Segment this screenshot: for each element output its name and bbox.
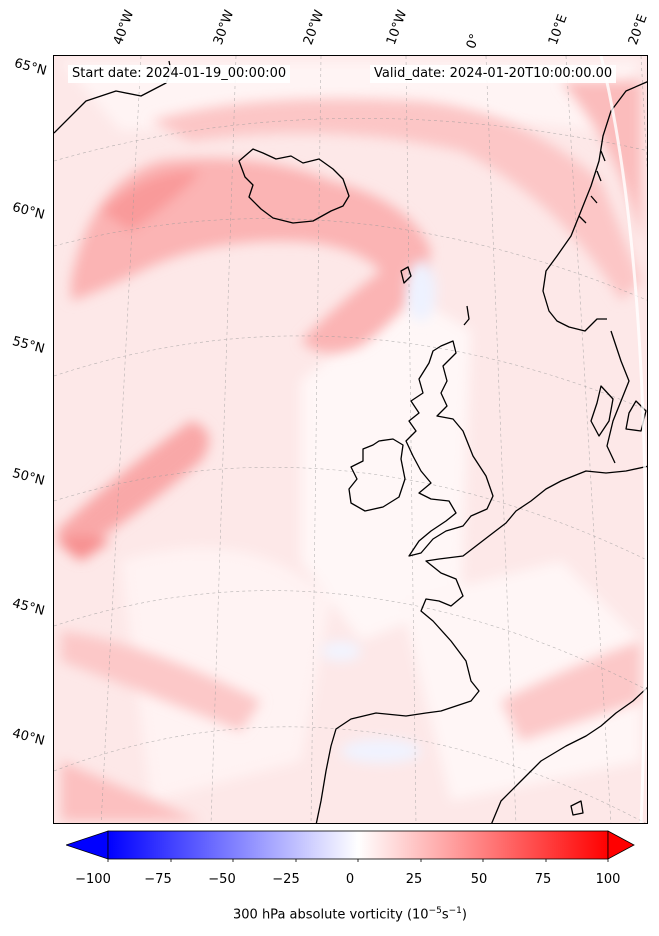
colorbar xyxy=(66,830,635,862)
colorbar-tick-label: 75 xyxy=(534,872,552,887)
colorbar-ticks xyxy=(107,859,609,862)
denmark-coast xyxy=(590,385,614,437)
great-britain-coast xyxy=(405,340,494,557)
shetland-coast xyxy=(463,305,470,326)
norway-coast xyxy=(542,81,647,332)
lon-label-30w: 30°W xyxy=(210,8,238,47)
colorbar-tick-label: 100 xyxy=(595,872,621,887)
colorbar-title-unit: s xyxy=(441,907,449,923)
colorbar-tick-label: 25 xyxy=(405,872,423,887)
colorbar-title-main: 300 hPa absolute vorticity (10 xyxy=(233,907,429,923)
vorticity-map xyxy=(54,56,647,823)
projection-edge xyxy=(599,56,647,823)
sweden-coast xyxy=(606,330,630,464)
zealand-coast xyxy=(625,400,647,432)
coastlines xyxy=(54,60,647,823)
lon-label-20w: 20°W xyxy=(300,8,328,47)
balearic-coast xyxy=(570,800,584,816)
colorbar-tick-label: 0 xyxy=(345,872,355,887)
greenland-coast xyxy=(54,60,172,134)
lon-label-40w: 40°W xyxy=(110,8,138,47)
lat-label-40n: 40°N xyxy=(10,726,47,749)
europe-coast xyxy=(315,465,647,823)
lon-label-0: 0° xyxy=(463,31,484,51)
lat-label-45n: 45°N xyxy=(10,596,47,619)
colorbar-tick-label: −25 xyxy=(272,872,300,887)
colorbar-tick-label: −100 xyxy=(75,872,111,887)
vorticity-negative-areas xyxy=(321,261,436,763)
lon-label-20e: 20°E xyxy=(625,12,651,48)
lat-label-60n: 60°N xyxy=(10,200,47,223)
colorbar-tick-label: 50 xyxy=(470,872,488,887)
colorbar-min-extend xyxy=(66,830,109,860)
lat-label-50n: 50°N xyxy=(10,466,47,489)
colorbar-gradient xyxy=(107,830,609,860)
graticule xyxy=(54,56,647,823)
lon-label-10e: 10°E xyxy=(545,12,571,48)
colorbar-title-exponent-2: −1 xyxy=(448,906,462,916)
colorbar-title-end: ) xyxy=(461,907,467,923)
lat-label-65n: 65°N xyxy=(12,56,49,79)
iceland-coast xyxy=(238,148,350,224)
colorbar-title: 300 hPa absolute vorticity (10−5s−1) xyxy=(0,906,659,922)
colorbar-tick-label: −50 xyxy=(208,872,236,887)
mediterranean-coast xyxy=(491,686,647,823)
norway-islands xyxy=(578,150,606,224)
map-panel xyxy=(53,55,648,824)
start-date-label: Start date: 2024-01-19_00:00:00 xyxy=(68,65,291,83)
lat-label-55n: 55°N xyxy=(10,334,47,357)
colorbar-max-extend xyxy=(607,830,635,860)
faroe-coast xyxy=(400,266,412,284)
ireland-coast xyxy=(348,438,406,512)
colorbar-tick-label: −75 xyxy=(144,872,172,887)
lon-label-10w: 10°W xyxy=(383,8,411,47)
colorbar-title-exponent-1: −5 xyxy=(428,906,442,916)
valid-date-label: Valid_date: 2024-01-20T10:00:00.00 xyxy=(370,65,617,83)
